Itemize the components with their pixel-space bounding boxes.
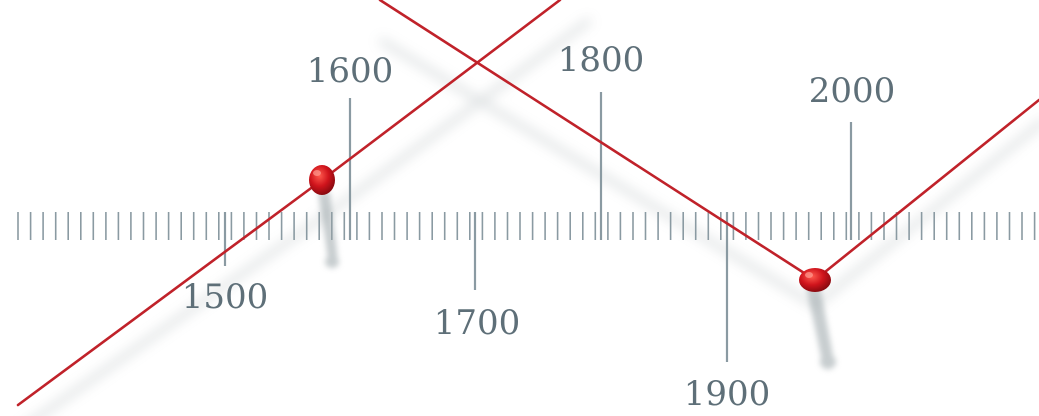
label-1600: 1600 — [307, 51, 394, 91]
label-1800: 1800 — [558, 40, 645, 80]
ruler-small-ticks — [17, 212, 1036, 240]
red-pin-left — [309, 165, 335, 195]
label-2000: 2000 — [809, 71, 896, 111]
pin-shadows — [318, 192, 836, 370]
pins — [309, 165, 831, 292]
red-pin-right — [799, 268, 831, 292]
label-1900: 1900 — [684, 374, 771, 414]
timeline-labels: 1600 1800 2000 1500 1700 1900 — [182, 40, 896, 414]
ruler-major-ticks — [223, 92, 853, 362]
label-1700: 1700 — [434, 303, 521, 343]
label-1500: 1500 — [182, 277, 269, 317]
